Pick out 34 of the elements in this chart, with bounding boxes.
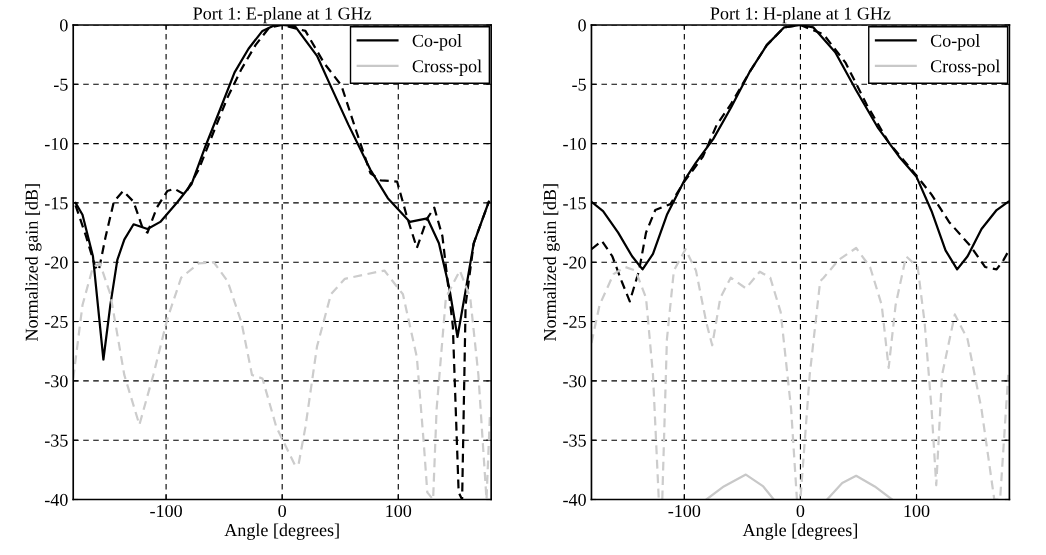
x-axis-title: Angle [degrees] (224, 523, 339, 540)
y-tick-label: -30 (563, 375, 586, 388)
y-tick-label: 0 (60, 19, 68, 32)
y-tick-label: -30 (44, 375, 68, 388)
x-tick-label: -100 (150, 504, 182, 518)
y-tick-label: -20 (563, 256, 586, 269)
x-tick-label: -100 (668, 504, 701, 518)
y-tick-label: -10 (44, 137, 68, 151)
y-axis-title: Normalized gain [dB] (25, 184, 42, 341)
y-tick-label: -15 (44, 197, 68, 210)
y-tick-label: -15 (563, 197, 586, 210)
y-tick-label: -40 (563, 493, 586, 506)
chart-title: Port 1: E-plane at 1 GHz (193, 6, 372, 24)
legend-label: Co-pol (412, 34, 462, 51)
x-tick-label: 0 (796, 504, 805, 518)
y-tick-label: -35 (44, 434, 68, 447)
y-axis-title: Normalized gain [dB] (543, 184, 560, 341)
chart-title: Port 1: H-plane at 1 GHz (710, 6, 891, 24)
y-tick-label: -25 (563, 315, 586, 328)
y-tick-label: -5 (53, 78, 68, 91)
y-tick-label: -10 (563, 137, 586, 151)
y-tick-label: -40 (44, 493, 68, 506)
legend-label: Cross-pol (930, 59, 1000, 76)
legend-label: Co-pol (930, 34, 980, 51)
x-tick-label: 100 (386, 504, 412, 518)
x-tick-label: 100 (904, 504, 930, 518)
y-tick-label: -20 (44, 256, 68, 269)
y-tick-label: -35 (563, 434, 586, 447)
legend-label: Cross-pol (412, 59, 482, 76)
y-tick-label: 0 (578, 19, 586, 32)
x-tick-label: 0 (278, 504, 287, 518)
y-tick-label: -5 (572, 78, 586, 91)
x-axis-title: Angle [degrees] (742, 523, 857, 540)
y-tick-label: -25 (44, 315, 68, 328)
